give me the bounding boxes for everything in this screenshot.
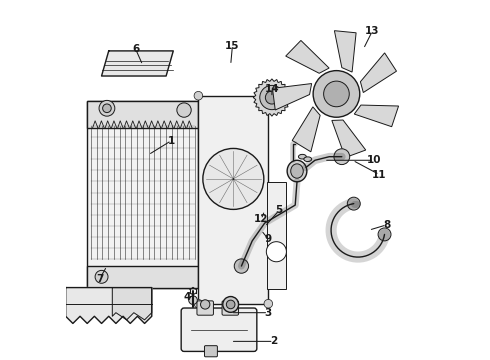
Circle shape [223, 297, 239, 312]
Circle shape [267, 242, 287, 262]
Ellipse shape [304, 157, 312, 162]
Text: 4: 4 [184, 292, 191, 302]
Circle shape [264, 300, 272, 308]
Bar [87, 266, 198, 288]
Ellipse shape [298, 154, 306, 159]
Circle shape [347, 197, 360, 210]
Circle shape [99, 100, 115, 116]
Polygon shape [354, 105, 398, 127]
Circle shape [266, 91, 278, 104]
Text: 11: 11 [372, 170, 387, 180]
Polygon shape [334, 31, 356, 72]
Circle shape [313, 71, 360, 117]
Text: 15: 15 [225, 41, 240, 50]
Polygon shape [272, 84, 312, 110]
Polygon shape [332, 120, 366, 158]
Text: 13: 13 [365, 26, 380, 36]
Ellipse shape [287, 160, 307, 182]
Polygon shape [101, 51, 173, 76]
Text: 1: 1 [168, 136, 175, 145]
Circle shape [323, 81, 349, 107]
Circle shape [189, 296, 197, 305]
Text: 14: 14 [265, 84, 279, 94]
Circle shape [102, 104, 111, 113]
Circle shape [194, 91, 203, 100]
Circle shape [260, 85, 284, 110]
Circle shape [378, 228, 391, 241]
Polygon shape [112, 288, 152, 320]
Text: 12: 12 [254, 215, 269, 224]
Text: 3: 3 [265, 308, 272, 318]
FancyBboxPatch shape [197, 301, 214, 315]
Bar [267, 182, 286, 289]
Bar [87, 101, 198, 128]
Circle shape [200, 300, 210, 309]
Polygon shape [361, 53, 396, 93]
Circle shape [225, 300, 235, 309]
Circle shape [226, 300, 235, 309]
Circle shape [264, 91, 272, 100]
Circle shape [234, 259, 248, 273]
Circle shape [334, 149, 350, 165]
Circle shape [177, 103, 191, 117]
Circle shape [203, 148, 264, 210]
Text: 10: 10 [367, 155, 381, 165]
Text: 5: 5 [275, 206, 283, 216]
Text: 2: 2 [270, 336, 277, 346]
FancyBboxPatch shape [181, 308, 257, 351]
Bar [87, 101, 198, 288]
Text: 8: 8 [383, 220, 390, 230]
Polygon shape [253, 79, 291, 116]
FancyBboxPatch shape [204, 346, 218, 357]
Text: 9: 9 [265, 234, 272, 244]
Text: 6: 6 [132, 44, 139, 54]
Text: 7: 7 [96, 274, 103, 284]
Bar [198, 96, 269, 304]
Polygon shape [292, 107, 320, 152]
Polygon shape [66, 288, 152, 323]
Circle shape [194, 300, 203, 308]
Circle shape [95, 270, 108, 283]
Polygon shape [286, 40, 329, 73]
Ellipse shape [291, 164, 303, 178]
FancyBboxPatch shape [222, 301, 239, 315]
